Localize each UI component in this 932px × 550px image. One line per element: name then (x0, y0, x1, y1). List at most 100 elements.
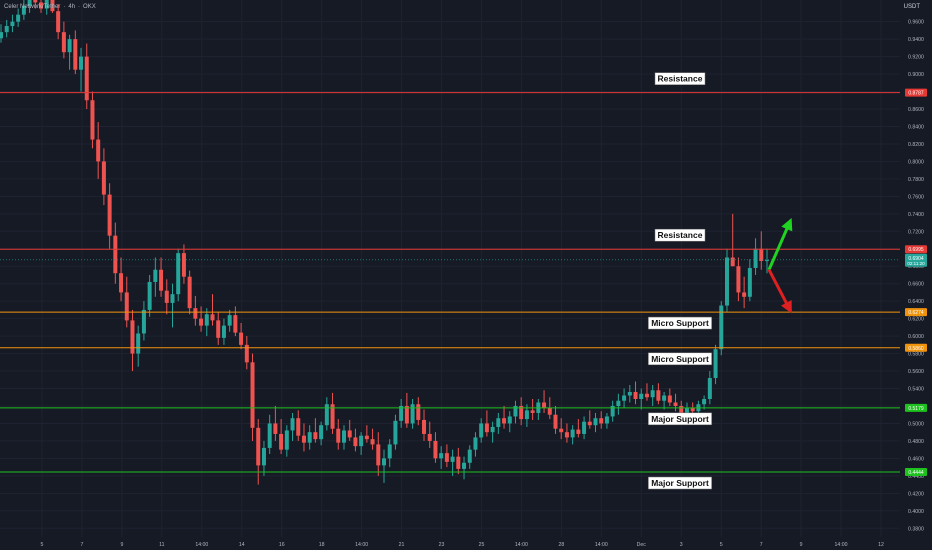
candle (324, 397, 329, 431)
y-tick-label: 0.8400 (908, 124, 924, 130)
candle (662, 392, 667, 410)
candle (576, 419, 581, 438)
symbol-header: Celer Network/Tether · 4h · OKX (4, 4, 96, 10)
candle-body (376, 444, 381, 466)
y-tick-label: 0.4000 (908, 509, 924, 515)
candle (530, 398, 535, 420)
candle (467, 445, 472, 469)
candle-body (353, 437, 358, 447)
candle-body (387, 444, 392, 459)
candle-body (713, 349, 718, 379)
candle (622, 388, 627, 408)
candle-body (284, 430, 289, 450)
candle-body (753, 248, 758, 268)
y-tick-label: 0.9600 (908, 20, 924, 26)
candle (296, 410, 301, 441)
candle (496, 412, 501, 434)
candle (141, 301, 146, 341)
x-tick-label: 5 (41, 542, 44, 548)
candle (484, 410, 489, 437)
candle-body (559, 428, 564, 433)
candle-body (330, 404, 335, 429)
candle-body (742, 292, 747, 297)
candle-body (341, 430, 346, 443)
x-tick-label: 23 (439, 542, 445, 548)
resistance-price-tag-text: 0.6995 (908, 247, 924, 253)
candle (119, 257, 124, 302)
candle-body (199, 318, 204, 326)
candle-body (622, 395, 627, 401)
candle (393, 414, 398, 450)
candle (301, 423, 306, 452)
candle (239, 323, 244, 350)
candle (307, 425, 312, 450)
x-tick-label: 9 (120, 542, 123, 548)
y-tick-label: 0.8200 (908, 142, 924, 148)
candle (456, 447, 461, 475)
candle-body (61, 32, 66, 53)
candle (610, 400, 615, 422)
x-tick-label: 14 (239, 542, 245, 548)
candle (124, 276, 129, 328)
resistance-label: Resistance (654, 228, 706, 242)
candle (490, 421, 495, 443)
candle-body (502, 418, 507, 424)
candle (444, 444, 449, 468)
candle-body (764, 260, 770, 262)
candle-body (439, 453, 444, 459)
x-tick-label: 21 (399, 542, 405, 548)
candle (724, 248, 729, 312)
y-tick-label: 0.6800 (908, 264, 924, 270)
candle (181, 244, 186, 284)
y-tick-label: 0.9000 (908, 72, 924, 78)
candle-body (347, 430, 352, 438)
x-tick-label: 28 (558, 542, 564, 548)
candle-body (136, 333, 141, 354)
candle-body (542, 402, 547, 408)
candle-body (462, 462, 467, 469)
candle (221, 318, 226, 345)
candle-body (193, 308, 198, 319)
candle-body (141, 309, 146, 334)
micro-price-tag (905, 308, 927, 317)
candle (502, 405, 507, 429)
candle (473, 432, 478, 457)
candle-body (39, 2, 44, 9)
candle-body (370, 439, 375, 445)
candle-body (610, 405, 615, 417)
label-box (648, 476, 712, 490)
candle (479, 418, 484, 443)
candle (107, 183, 112, 249)
candle-body (404, 405, 409, 424)
candle-body (633, 392, 638, 399)
x-tick-label: 7 (760, 542, 763, 548)
candle-body (256, 427, 261, 466)
candle (227, 309, 232, 332)
candle-body (27, 0, 32, 6)
candle-body (0, 32, 4, 39)
y-tick-label: 0.6000 (908, 334, 924, 340)
candle-body (301, 435, 306, 443)
y-tick-label: 0.9200 (908, 55, 924, 61)
label-text: Resistance (658, 74, 703, 84)
candle (759, 231, 764, 270)
candle (719, 301, 724, 356)
candle (170, 283, 175, 328)
candle-body (16, 14, 21, 22)
candle (0, 24, 4, 43)
candle (736, 257, 741, 302)
candle (336, 419, 341, 450)
x-tick-label: 14:00 (195, 542, 208, 548)
major-price-tag (905, 403, 927, 412)
candle-body (564, 432, 569, 438)
label-text: Micro Support (651, 318, 709, 328)
candle (702, 395, 707, 410)
candle-body (381, 458, 387, 466)
candle-body (44, 0, 49, 9)
candle (39, 0, 44, 13)
candle-body (364, 435, 369, 440)
candle (644, 383, 649, 401)
candle-body (456, 456, 461, 469)
interval-label: 4h (68, 4, 76, 10)
